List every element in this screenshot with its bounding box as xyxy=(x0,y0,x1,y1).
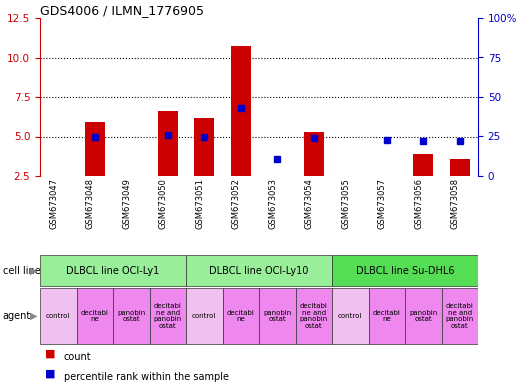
Text: decitabi
ne: decitabi ne xyxy=(227,310,255,322)
Text: GSM673049: GSM673049 xyxy=(122,178,131,229)
Text: GSM673053: GSM673053 xyxy=(268,178,277,229)
Text: ■: ■ xyxy=(45,349,56,359)
Text: GSM673057: GSM673057 xyxy=(378,178,386,229)
Text: cell line: cell line xyxy=(3,265,40,275)
Text: decitabi
ne: decitabi ne xyxy=(81,310,109,322)
Text: control: control xyxy=(338,313,362,319)
Bar xyxy=(332,255,478,286)
Bar xyxy=(450,159,470,176)
Text: GSM673052: GSM673052 xyxy=(232,178,241,229)
Bar xyxy=(40,255,186,286)
Bar xyxy=(158,111,178,176)
Text: GSM673050: GSM673050 xyxy=(159,178,168,229)
Bar xyxy=(194,118,214,176)
Bar xyxy=(76,288,113,344)
Bar xyxy=(150,288,186,344)
Text: GSM673058: GSM673058 xyxy=(451,178,460,229)
Text: GSM673047: GSM673047 xyxy=(49,178,58,229)
Text: decitabi
ne and
panobin
ostat: decitabi ne and panobin ostat xyxy=(446,303,474,329)
Bar xyxy=(332,288,369,344)
Text: ■: ■ xyxy=(45,369,56,379)
Text: decitabi
ne: decitabi ne xyxy=(373,310,401,322)
Bar xyxy=(85,122,105,176)
Bar xyxy=(405,288,441,344)
Text: count: count xyxy=(63,352,91,362)
Text: GSM673055: GSM673055 xyxy=(341,178,350,229)
Text: GSM673054: GSM673054 xyxy=(305,178,314,229)
Text: panobin
ostat: panobin ostat xyxy=(117,310,145,322)
Bar xyxy=(413,154,433,176)
Bar xyxy=(304,132,324,176)
Text: decitabi
ne and
panobin
ostat: decitabi ne and panobin ostat xyxy=(154,303,182,329)
Text: DLBCL line OCI-Ly10: DLBCL line OCI-Ly10 xyxy=(209,265,309,275)
Text: DLBCL line Su-DHL6: DLBCL line Su-DHL6 xyxy=(356,265,454,275)
Text: GDS4006 / ILMN_1776905: GDS4006 / ILMN_1776905 xyxy=(40,4,204,17)
Text: decitabi
ne and
panobin
ostat: decitabi ne and panobin ostat xyxy=(300,303,328,329)
Text: ▶: ▶ xyxy=(30,265,37,275)
Bar xyxy=(231,46,251,176)
Text: GSM673056: GSM673056 xyxy=(414,178,423,229)
Text: control: control xyxy=(192,313,217,319)
Bar xyxy=(222,288,259,344)
Bar xyxy=(113,288,150,344)
Text: control: control xyxy=(46,313,71,319)
Bar xyxy=(259,288,295,344)
Bar xyxy=(295,288,332,344)
Text: agent: agent xyxy=(3,311,31,321)
Bar xyxy=(441,288,478,344)
Text: DLBCL line OCI-Ly1: DLBCL line OCI-Ly1 xyxy=(66,265,160,275)
Text: panobin
ostat: panobin ostat xyxy=(263,310,291,322)
Bar xyxy=(186,255,332,286)
Text: GSM673048: GSM673048 xyxy=(86,178,95,229)
Text: ▶: ▶ xyxy=(30,311,37,321)
Bar xyxy=(40,288,76,344)
Text: GSM673051: GSM673051 xyxy=(195,178,204,229)
Bar xyxy=(369,288,405,344)
Bar xyxy=(186,288,222,344)
Text: panobin
ostat: panobin ostat xyxy=(409,310,437,322)
Text: percentile rank within the sample: percentile rank within the sample xyxy=(63,372,229,382)
